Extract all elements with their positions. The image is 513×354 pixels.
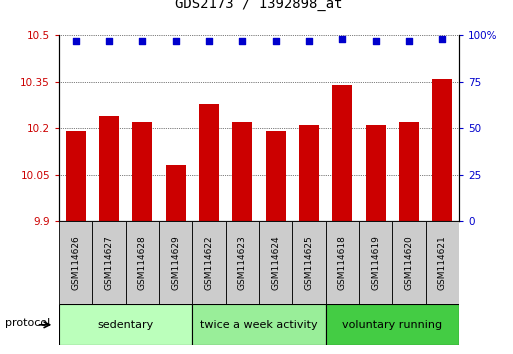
FancyBboxPatch shape bbox=[259, 221, 292, 304]
FancyBboxPatch shape bbox=[292, 221, 326, 304]
Point bbox=[371, 38, 380, 44]
FancyBboxPatch shape bbox=[192, 221, 226, 304]
FancyBboxPatch shape bbox=[226, 221, 259, 304]
Text: GSM114620: GSM114620 bbox=[405, 235, 413, 290]
FancyBboxPatch shape bbox=[159, 221, 192, 304]
Bar bbox=[232, 122, 252, 221]
Point bbox=[271, 38, 280, 44]
FancyBboxPatch shape bbox=[359, 221, 392, 304]
FancyBboxPatch shape bbox=[192, 304, 326, 345]
FancyBboxPatch shape bbox=[59, 221, 92, 304]
Point bbox=[138, 38, 146, 44]
FancyBboxPatch shape bbox=[392, 221, 426, 304]
Bar bbox=[99, 116, 119, 221]
Point bbox=[238, 38, 246, 44]
Bar bbox=[399, 122, 419, 221]
FancyBboxPatch shape bbox=[126, 221, 159, 304]
Text: GSM114624: GSM114624 bbox=[271, 235, 280, 290]
Point bbox=[405, 38, 413, 44]
Text: GSM114623: GSM114623 bbox=[238, 235, 247, 290]
Text: GSM114618: GSM114618 bbox=[338, 235, 347, 290]
Bar bbox=[299, 125, 319, 221]
Text: GSM114629: GSM114629 bbox=[171, 235, 180, 290]
Bar bbox=[66, 131, 86, 221]
Point bbox=[338, 36, 346, 42]
Bar bbox=[432, 79, 452, 221]
Text: GSM114622: GSM114622 bbox=[205, 235, 213, 290]
Text: GSM114626: GSM114626 bbox=[71, 235, 80, 290]
Point bbox=[305, 38, 313, 44]
Text: GSM114619: GSM114619 bbox=[371, 235, 380, 290]
Text: GSM114625: GSM114625 bbox=[305, 235, 313, 290]
Point bbox=[205, 38, 213, 44]
Bar bbox=[132, 122, 152, 221]
Text: GSM114621: GSM114621 bbox=[438, 235, 447, 290]
Point bbox=[105, 38, 113, 44]
FancyBboxPatch shape bbox=[326, 304, 459, 345]
Bar bbox=[332, 85, 352, 221]
FancyBboxPatch shape bbox=[426, 221, 459, 304]
Point bbox=[171, 38, 180, 44]
Text: twice a week activity: twice a week activity bbox=[200, 320, 318, 330]
Text: sedentary: sedentary bbox=[97, 320, 154, 330]
Point bbox=[438, 36, 446, 42]
Text: GSM114627: GSM114627 bbox=[105, 235, 113, 290]
Text: GSM114628: GSM114628 bbox=[138, 235, 147, 290]
Text: voluntary running: voluntary running bbox=[342, 320, 443, 330]
Bar bbox=[166, 166, 186, 221]
Bar bbox=[199, 104, 219, 221]
FancyBboxPatch shape bbox=[326, 221, 359, 304]
Bar bbox=[366, 125, 386, 221]
Text: protocol: protocol bbox=[5, 318, 50, 328]
FancyBboxPatch shape bbox=[92, 221, 126, 304]
Bar bbox=[266, 131, 286, 221]
FancyBboxPatch shape bbox=[59, 304, 192, 345]
Point bbox=[71, 38, 80, 44]
Text: GDS2173 / 1392898_at: GDS2173 / 1392898_at bbox=[175, 0, 343, 11]
